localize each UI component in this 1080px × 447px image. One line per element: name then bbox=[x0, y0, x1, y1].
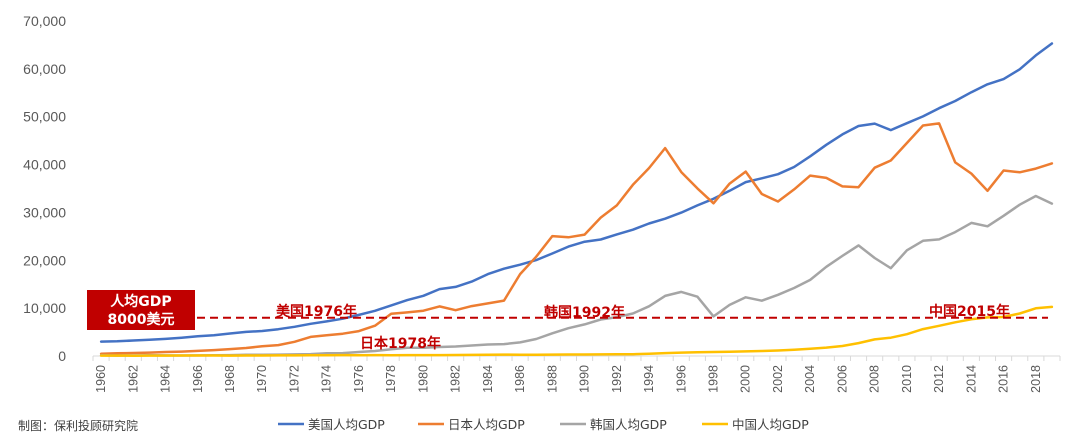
x-tick-label: 1974 bbox=[320, 365, 334, 393]
threshold-label-line1: 人均GDP bbox=[110, 293, 171, 310]
y-tick-label: 50,000 bbox=[23, 109, 66, 125]
x-tick-label: 1988 bbox=[545, 365, 559, 393]
x-tick-label: 1982 bbox=[449, 365, 463, 393]
y-tick-label: 60,000 bbox=[23, 61, 66, 77]
y-tick-label: 0 bbox=[58, 348, 66, 364]
x-tick-label: 1964 bbox=[159, 365, 173, 393]
y-tick-label: 10,000 bbox=[23, 300, 66, 316]
x-tick-label: 2016 bbox=[997, 365, 1011, 393]
x-tick-label: 1962 bbox=[126, 365, 140, 393]
source-note: 制图：保利投顾研究院 bbox=[18, 418, 138, 433]
annotation-jp-1978: 日本1978年 bbox=[360, 335, 441, 352]
x-tick-label: 1978 bbox=[384, 365, 398, 393]
x-tick-label: 2010 bbox=[900, 365, 914, 393]
series-line-japan bbox=[99, 122, 1054, 355]
threshold-label-line2: 8000美元 bbox=[108, 311, 175, 328]
annotation-us-1976: 美国1976年 bbox=[276, 303, 357, 320]
series-line-china bbox=[99, 305, 1054, 357]
y-tick-label: 20,000 bbox=[23, 252, 66, 268]
y-tick-label: 40,000 bbox=[23, 157, 66, 173]
x-tick-label: 1968 bbox=[223, 365, 237, 393]
x-tick-label: 2018 bbox=[1029, 365, 1043, 393]
legend-label-us: 美国人均GDP bbox=[308, 417, 385, 432]
x-tick-label: 1998 bbox=[706, 365, 720, 393]
annotation-kr-1992: 韩国1992年 bbox=[544, 304, 625, 321]
x-tick-label: 1996 bbox=[674, 365, 688, 393]
annotation-cn-2015: 中国2015年 bbox=[929, 303, 1010, 320]
x-tick-label: 1980 bbox=[416, 365, 430, 393]
x-tick-label: 2008 bbox=[868, 365, 882, 393]
x-tick-label: 1994 bbox=[642, 365, 656, 393]
x-tick-label: 1976 bbox=[352, 365, 366, 393]
series-line-us bbox=[99, 42, 1054, 343]
y-tick-label: 70,000 bbox=[23, 13, 66, 29]
x-tick-label: 2002 bbox=[771, 365, 785, 393]
x-tick-label: 2012 bbox=[932, 365, 946, 393]
x-tick-label: 2006 bbox=[835, 365, 849, 393]
legend-label-korea: 韩国人均GDP bbox=[590, 417, 667, 432]
x-axis: 1960 1962 1964 1966 1968 1970 1972 1974 1976 1978… bbox=[92, 355, 1061, 393]
series-lines bbox=[99, 42, 1054, 357]
x-tick-label: 2014 bbox=[964, 365, 978, 393]
x-tick-label: 1966 bbox=[191, 365, 205, 393]
y-axis: 0 10,000 20,000 30,000 40,000 50,000 60,000 70,… bbox=[23, 13, 66, 364]
x-tick-label: 1990 bbox=[578, 365, 592, 393]
x-tick-label: 1972 bbox=[287, 365, 301, 393]
legend-label-japan: 日本人均GDP bbox=[448, 417, 525, 432]
x-tick-label: 1970 bbox=[255, 365, 269, 393]
x-tick-label: 1960 bbox=[94, 365, 108, 393]
x-tick-label: 1992 bbox=[610, 365, 624, 393]
x-tick-label: 2004 bbox=[803, 365, 817, 393]
annotations: 人均GDP 8000美元 美国1976年 日本1978年 韩国1992年 中国2… bbox=[87, 290, 1048, 352]
x-tick-label: 1986 bbox=[513, 365, 527, 393]
legend-label-china: 中国人均GDP bbox=[732, 417, 809, 432]
x-tick-label: 1984 bbox=[481, 365, 495, 393]
x-tick-label: 2000 bbox=[739, 365, 753, 393]
legend: 美国人均GDP 日本人均GDP 韩国人均GDP 中国人均GDP bbox=[278, 417, 809, 432]
threshold-label-box bbox=[87, 290, 195, 330]
y-tick-label: 30,000 bbox=[23, 204, 66, 220]
